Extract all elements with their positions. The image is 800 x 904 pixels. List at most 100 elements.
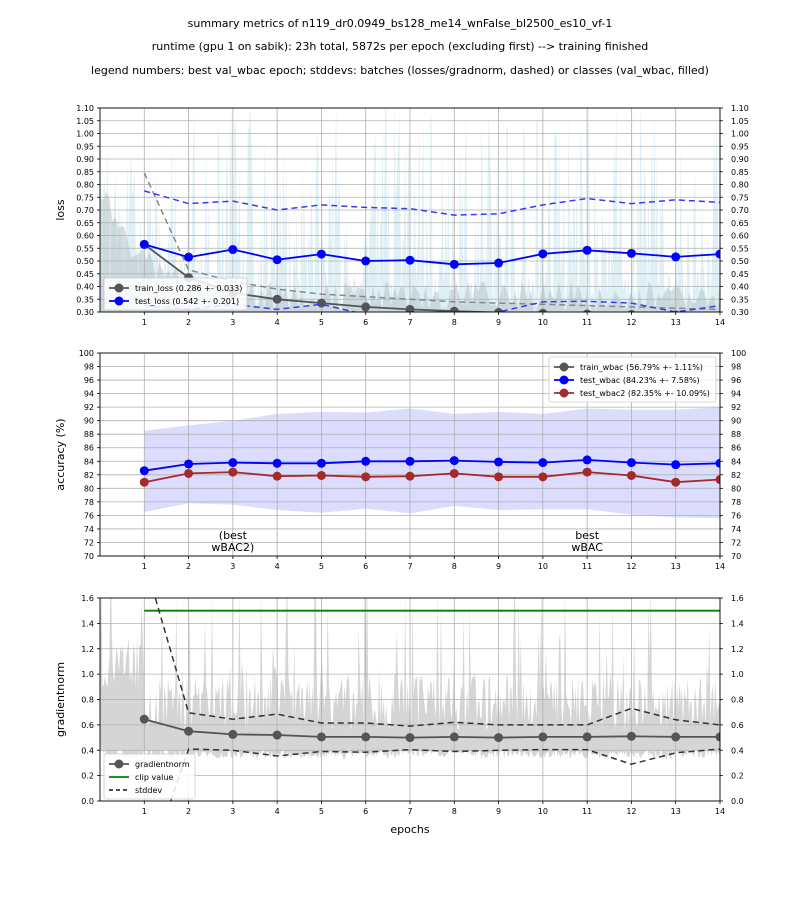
x-tick-label: 2 — [186, 807, 191, 816]
y-tick-label-left: 94 — [84, 390, 94, 399]
x-tick-label: 12 — [626, 318, 636, 327]
y-tick-label-left: 0.90 — [76, 155, 94, 164]
data-point — [449, 456, 459, 466]
y-tick-label-left: 0.4 — [81, 746, 94, 755]
legend-label: train_loss (0.286 +- 0.033) — [135, 284, 242, 293]
y-tick-label-right: 70 — [731, 552, 741, 561]
data-point — [316, 470, 326, 480]
y-tick-label-right: 0.55 — [731, 244, 749, 253]
y-tick-label-left: 1.4 — [81, 619, 94, 628]
y-tick-label-left: 90 — [84, 417, 94, 426]
legend-label: gradientnorm — [135, 760, 190, 769]
x-tick-label: 9 — [496, 562, 501, 571]
data-point — [316, 458, 326, 468]
y-tick-label-left: 72 — [84, 538, 94, 547]
data-point — [405, 255, 415, 265]
y-tick-label-right: 78 — [731, 498, 741, 507]
legend: train_wbac (56.79% +- 1.11%) test_wbac (8… — [548, 356, 717, 403]
x-tick-label: 4 — [275, 807, 280, 816]
data-point — [715, 458, 720, 468]
y-tick-label-left: 1.00 — [76, 130, 94, 139]
y-tick-label-right: 0.60 — [731, 232, 749, 241]
data-point — [715, 475, 720, 485]
data-point — [449, 732, 459, 742]
legend-box — [548, 356, 717, 403]
data-point — [361, 302, 371, 312]
data-point — [405, 471, 415, 481]
series-stddev-upper — [143, 172, 720, 311]
legend-marker — [114, 759, 124, 769]
best-annotation: wBAC2) — [211, 541, 254, 554]
legend-marker — [114, 296, 124, 306]
x-tick-label: 13 — [671, 562, 681, 571]
y-tick-label-left: 1.0 — [81, 670, 94, 679]
y-tick-label-left: 1.6 — [81, 594, 94, 603]
y-tick-label-right: 0.90 — [731, 155, 749, 164]
x-tick-label: 2 — [186, 318, 191, 327]
y-tick-label-left: 0.8 — [81, 696, 94, 705]
y-tick-label-left: 0.60 — [76, 232, 94, 241]
data-point — [316, 249, 326, 259]
y-tick-label-right: 0.95 — [731, 142, 749, 151]
legend-item: test_loss (0.542 +- 0.201) — [109, 296, 239, 306]
y-tick-label-right: 0.65 — [731, 219, 749, 228]
x-tick-label: 5 — [319, 562, 324, 571]
x-tick-label: 7 — [407, 562, 412, 571]
data-point — [316, 298, 326, 308]
y-tick-label-right: 0.6 — [731, 721, 744, 730]
legend-label: stddev — [135, 786, 162, 795]
y-tick-label-left: 82 — [84, 471, 94, 480]
series-stddev-lower — [144, 300, 720, 312]
data-point — [449, 306, 459, 312]
data-point — [272, 294, 282, 304]
y-tick-label-left: 0.70 — [76, 206, 94, 215]
data-point — [583, 309, 592, 312]
data-point — [671, 460, 681, 470]
data-point — [272, 471, 282, 481]
y-tick-label-right: 72 — [731, 538, 741, 547]
x-tick-label: 11 — [582, 318, 592, 327]
data-point — [538, 249, 548, 259]
data-point — [139, 477, 149, 487]
data-point — [228, 458, 238, 468]
data-point — [228, 245, 238, 255]
y-tick-label-right: 76 — [731, 511, 741, 520]
ticks: 1 2 3 4 5 6 7 8 9 10 11 12 13 140.30 0.300.35 0.350.40 0… — [76, 104, 749, 327]
y-tick-label-left: 74 — [84, 525, 94, 534]
x-tick-label: 9 — [496, 807, 501, 816]
data-point — [627, 310, 636, 312]
legend-item: clip value — [109, 773, 173, 782]
y-tick-label-right: 86 — [731, 444, 741, 453]
y-tick-label-right: 0.30 — [731, 308, 749, 317]
data-point — [494, 733, 504, 743]
series-line — [144, 458, 720, 472]
data-point — [405, 733, 415, 743]
data-point — [494, 457, 504, 467]
x-tick-label: 13 — [671, 807, 681, 816]
panel-3: 1 2 3 4 5 6 7 8 9 10 11 12 13 140.0 0.00.2 0.20.4 0.40.6… — [54, 594, 744, 816]
x-tick-label: 12 — [626, 807, 636, 816]
y-tick-label-left: 100 — [79, 349, 94, 358]
y-tick-label-right: 0.40 — [731, 283, 749, 292]
data-point — [538, 732, 548, 742]
data-point — [228, 729, 238, 739]
x-tick-label: 5 — [319, 318, 324, 327]
data-point — [139, 714, 149, 724]
x-tick-label: 5 — [319, 807, 324, 816]
data-point — [626, 731, 636, 741]
x-tick-label: 2 — [186, 562, 191, 571]
data-point — [139, 466, 149, 476]
y-tick-label-right: 1.4 — [731, 619, 744, 628]
y-tick-label-right: 1.6 — [731, 594, 744, 603]
figure-title-line-2: runtime (gpu 1 on sabik): 23h total, 587… — [152, 40, 648, 53]
x-tick-label: 10 — [538, 807, 548, 816]
data-point — [184, 459, 194, 469]
y-tick-label-left: 96 — [84, 376, 94, 385]
x-tick-label: 11 — [582, 807, 592, 816]
y-tick-label-left: 1.05 — [76, 117, 94, 126]
data-point — [626, 248, 636, 258]
data-point — [449, 259, 459, 269]
x-tick-label: 8 — [452, 562, 457, 571]
y-tick-label-right: 0.35 — [731, 295, 749, 304]
